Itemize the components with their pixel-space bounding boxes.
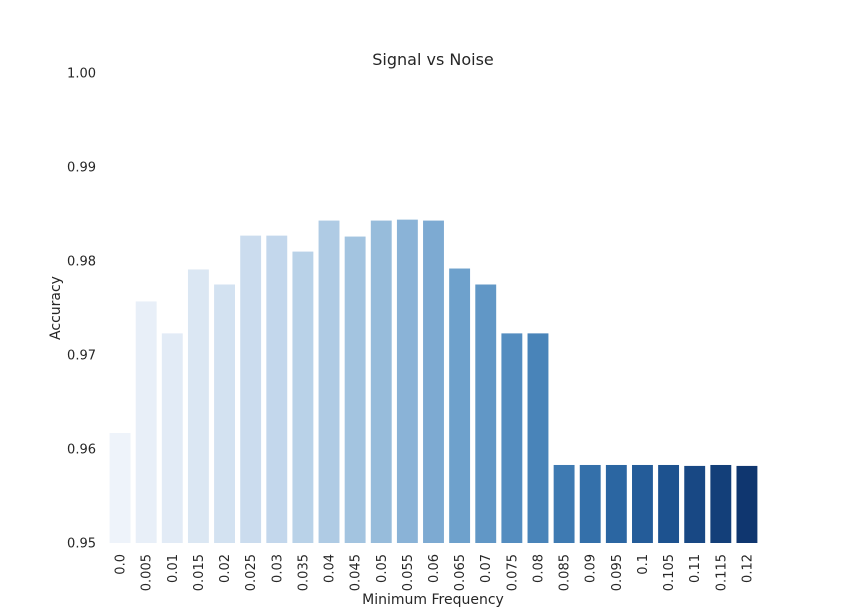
x-axis-ticks: 0.0 0.005 0.01 0.015 0.02 0.025 0.03 0.035 0.04 0… bbox=[114, 554, 756, 591]
y-axis-ticks: 0.95 0.96 0.97 0.98 0.99 1.00 bbox=[67, 67, 96, 552]
x-tick-label: 0.065 bbox=[453, 554, 468, 591]
x-tick-label: 0.105 bbox=[662, 554, 677, 591]
x-tick-label: 0.11 bbox=[688, 554, 703, 583]
bar bbox=[710, 464, 732, 543]
x-tick-label: 0.095 bbox=[610, 554, 625, 591]
y-tick-label: 1.00 bbox=[67, 67, 96, 82]
x-tick-label: 0.02 bbox=[218, 554, 233, 583]
bar bbox=[214, 284, 235, 543]
x-tick-label: 0.025 bbox=[244, 554, 259, 591]
bar bbox=[292, 251, 314, 543]
x-tick-label: 0.1 bbox=[636, 554, 651, 575]
x-tick-label: 0.01 bbox=[166, 554, 181, 583]
x-tick-label: 0.05 bbox=[375, 554, 390, 583]
bar bbox=[240, 235, 262, 543]
bar bbox=[475, 284, 497, 543]
y-axis-label: Accuracy bbox=[48, 276, 64, 340]
bar bbox=[187, 269, 209, 543]
bar bbox=[658, 464, 680, 543]
chart-title: Signal vs Noise bbox=[372, 50, 494, 69]
bar bbox=[396, 219, 418, 543]
bar bbox=[344, 236, 366, 543]
x-tick-label: 0.015 bbox=[192, 554, 207, 591]
x-tick-label: 0.045 bbox=[349, 554, 364, 591]
x-tick-label: 0.055 bbox=[401, 554, 416, 591]
x-tick-label: 0.04 bbox=[323, 554, 338, 583]
x-tick-label: 0.07 bbox=[479, 554, 494, 583]
y-tick-label: 0.95 bbox=[67, 537, 96, 552]
bar bbox=[318, 220, 340, 543]
x-tick-label: 0.06 bbox=[427, 554, 442, 583]
bar bbox=[553, 464, 575, 543]
x-tick-label: 0.035 bbox=[296, 554, 311, 591]
x-tick-label: 0.08 bbox=[531, 554, 546, 583]
y-tick-label: 0.96 bbox=[67, 443, 96, 458]
x-tick-label: 0.09 bbox=[584, 554, 599, 583]
bar bbox=[527, 333, 549, 543]
bar bbox=[736, 465, 758, 543]
bar bbox=[135, 301, 157, 543]
x-tick-label: 0.12 bbox=[740, 554, 755, 583]
x-tick-label: 0.115 bbox=[714, 554, 729, 591]
x-tick-label: 0.0 bbox=[114, 554, 129, 575]
bar bbox=[423, 220, 444, 543]
bar bbox=[684, 465, 706, 543]
bar bbox=[161, 333, 183, 543]
x-tick-label: 0.075 bbox=[505, 554, 520, 591]
bar bbox=[370, 220, 392, 543]
x-axis-label: Minimum Frequency bbox=[362, 592, 504, 608]
x-tick-label: 0.005 bbox=[140, 554, 155, 591]
bar bbox=[605, 464, 627, 543]
bar bbox=[579, 464, 601, 543]
bar bbox=[449, 268, 471, 543]
y-tick-label: 0.97 bbox=[67, 349, 96, 364]
y-tick-label: 0.99 bbox=[67, 161, 96, 176]
x-tick-label: 0.085 bbox=[558, 554, 573, 591]
bar bbox=[266, 235, 288, 543]
bar bbox=[501, 333, 523, 543]
x-tick-label: 0.03 bbox=[270, 554, 285, 583]
bar bbox=[109, 433, 131, 543]
bar bbox=[632, 464, 653, 543]
bars bbox=[109, 219, 758, 543]
y-tick-label: 0.98 bbox=[67, 255, 96, 270]
